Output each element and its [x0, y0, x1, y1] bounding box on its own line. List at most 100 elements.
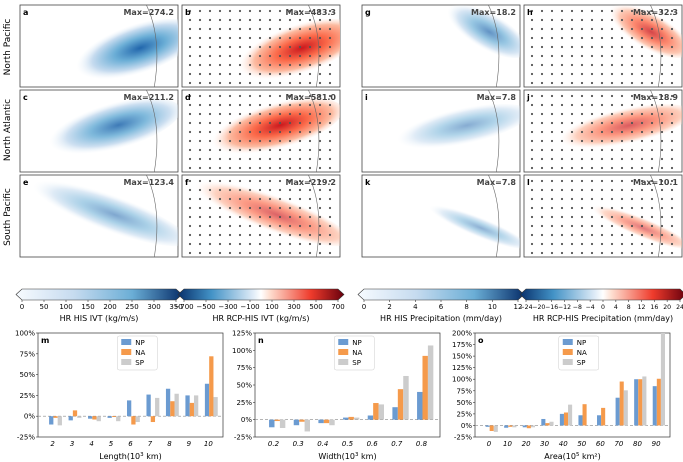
significance-dot	[610, 9, 614, 13]
significance-dot	[298, 139, 302, 143]
significance-dot	[248, 242, 252, 246]
significance-dot	[540, 206, 544, 210]
significance-dot	[560, 103, 564, 107]
coastline	[146, 90, 158, 172]
bar-na	[111, 416, 117, 418]
significance-dot	[208, 45, 212, 49]
significance-dot	[550, 242, 554, 246]
significance-dot	[530, 45, 534, 49]
x-axis-label-sup: 3	[355, 452, 359, 458]
map-panel-k: k Max=7.8	[361, 174, 521, 258]
significance-dot	[238, 27, 242, 31]
x-tick-label: 0.6	[367, 440, 379, 448]
y-tick-label: 0%	[24, 413, 35, 421]
significance-dot	[238, 233, 242, 237]
significance-dot	[600, 27, 604, 31]
bar-np	[146, 394, 151, 417]
significance-dot	[208, 148, 212, 152]
significance-dot	[328, 242, 332, 246]
significance-dot	[560, 242, 564, 246]
significance-dot	[248, 139, 252, 143]
panel-letter: m	[41, 336, 49, 345]
significance-dot	[640, 45, 644, 49]
significance-dot	[258, 139, 262, 143]
x-tick-label: 30	[540, 440, 549, 448]
significance-dot	[570, 9, 574, 13]
significance-dot	[540, 224, 544, 228]
significance-dot	[530, 157, 534, 161]
plot-area	[474, 332, 671, 438]
significance-dot	[640, 130, 644, 134]
significance-dot	[298, 54, 302, 58]
significance-dot	[188, 27, 192, 31]
significance-dot	[278, 54, 282, 58]
significance-dot	[590, 54, 594, 58]
significance-dot	[560, 54, 564, 58]
significance-dot	[188, 197, 192, 201]
map-field-shape	[25, 177, 178, 247]
significance-dot	[238, 215, 242, 219]
bar-sp	[193, 395, 199, 417]
significance-dot	[188, 36, 192, 40]
significance-dot	[590, 148, 594, 152]
y-tick-label: 100%	[452, 376, 472, 384]
significance-dot	[580, 251, 584, 255]
legend-label: SP	[352, 359, 361, 367]
significance-dot	[258, 157, 262, 161]
significance-dot	[590, 36, 594, 40]
significance-dot	[670, 94, 674, 98]
significance-dot	[580, 139, 584, 143]
significance-dot	[318, 179, 322, 183]
significance-dot	[550, 112, 554, 116]
significance-dot	[660, 224, 664, 228]
bar-np	[204, 383, 210, 417]
colorbar-tick-label: 150	[81, 303, 94, 311]
significance-dot	[530, 130, 534, 134]
significance-dot	[630, 36, 634, 40]
significance-dot	[610, 103, 614, 107]
significance-dot	[238, 94, 242, 98]
y-tick-label: 200%	[452, 330, 472, 338]
significance-dot	[620, 233, 624, 237]
significance-dot	[540, 148, 544, 152]
significance-dot	[328, 94, 332, 98]
significance-dot	[530, 233, 534, 237]
x-axis-label: Length(103 km)	[99, 452, 162, 461]
y-tick-label: 75%	[236, 364, 252, 372]
significance-dot	[258, 188, 262, 192]
legend-label: SP	[135, 359, 144, 367]
significance-dot	[328, 233, 332, 237]
significance-dot	[550, 27, 554, 31]
map-field-shape	[390, 103, 520, 150]
significance-dot	[218, 206, 222, 210]
significance-dot	[268, 148, 272, 152]
significance-dot	[630, 18, 634, 22]
significance-dot	[550, 81, 554, 85]
significance-dot	[228, 54, 232, 58]
colorbar-tick-label: 24	[676, 304, 683, 311]
significance-dot	[610, 179, 614, 183]
map-field	[443, 5, 520, 87]
significance-dot	[590, 63, 594, 67]
significance-dot	[258, 27, 262, 31]
bar-na	[489, 425, 494, 431]
bar-chart-m: -25% 0% 25% 50% 75% 100% 2 3 4 5 6 7 8 9 10 Length(103 …	[15, 330, 224, 461]
significance-dot	[328, 27, 332, 31]
significance-dot	[570, 130, 574, 134]
significance-dot	[660, 9, 664, 13]
significance-dot	[198, 139, 202, 143]
significance-dot	[650, 18, 654, 22]
x-tick-label: 0.8	[416, 440, 428, 448]
significance-dot	[560, 224, 564, 228]
significance-dot	[670, 121, 674, 125]
significance-dot	[248, 103, 252, 107]
significance-dot	[530, 215, 534, 219]
significance-dot	[600, 81, 604, 85]
colorbar-ramp	[177, 288, 345, 301]
y-tick-label: 100%	[15, 330, 35, 338]
significance-dot	[328, 18, 332, 22]
legend-swatch	[121, 359, 132, 365]
significance-dot	[268, 179, 272, 183]
significance-dot	[218, 242, 222, 246]
map-panel-a: a Max=274.2	[19, 4, 179, 88]
